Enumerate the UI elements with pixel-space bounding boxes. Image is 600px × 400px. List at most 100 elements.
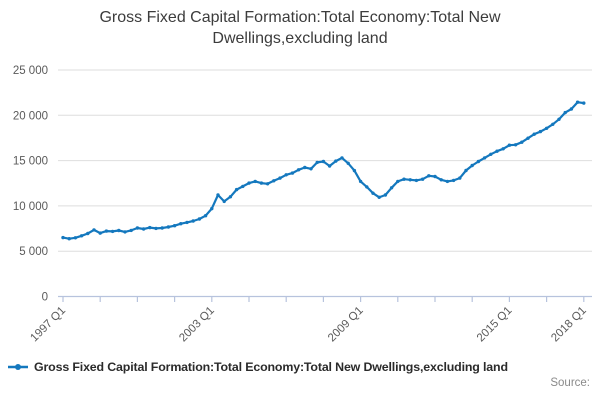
data-point [160, 226, 164, 230]
data-point [86, 231, 90, 236]
data-point [433, 174, 437, 179]
data-point [526, 136, 530, 140]
data-point [79, 234, 84, 238]
data-point [451, 178, 456, 183]
data-point [501, 147, 505, 151]
data-point [358, 179, 363, 184]
data-point [327, 164, 332, 168]
data-point [482, 156, 487, 160]
data-point [389, 186, 394, 190]
data-point [563, 110, 567, 115]
y-axis-tick-label: 5 000 [19, 246, 48, 258]
data-point [234, 187, 239, 192]
data-point [551, 122, 555, 127]
legend-line-marker-icon [8, 364, 28, 370]
data-point [569, 107, 574, 111]
data-point [197, 217, 202, 221]
data-point [253, 179, 257, 184]
data-point [445, 179, 450, 184]
data-point [210, 206, 214, 211]
data-point [228, 195, 233, 199]
data-point [61, 235, 65, 240]
data-point [110, 229, 115, 234]
data-point [265, 182, 270, 186]
data-point [538, 129, 543, 134]
y-axis-tick-label: 20 000 [13, 110, 48, 122]
data-point [396, 179, 400, 184]
data-point [532, 132, 536, 136]
data-point [216, 193, 220, 197]
data-point [241, 184, 245, 189]
data-point [464, 168, 468, 173]
data-point [92, 228, 96, 232]
data-point [507, 143, 512, 147]
data-point [296, 168, 301, 172]
data-point [495, 149, 499, 153]
data-point [340, 156, 344, 160]
x-axis-tick-label: 2015 Q1 [475, 305, 515, 345]
data-point [123, 230, 127, 234]
data-point [520, 140, 524, 144]
chart-title: Gross Fixed Capital Formation:Total Econ… [0, 7, 600, 49]
data-point [203, 214, 208, 218]
data-point [73, 236, 78, 240]
data-point [272, 179, 276, 183]
data-point [427, 174, 431, 178]
y-axis-tick-label: 15 000 [13, 156, 48, 168]
data-point [117, 228, 121, 233]
x-axis-tick-label: 2018 Q1 [549, 305, 589, 345]
data-point [222, 199, 226, 204]
legend-label: Gross Fixed Capital Formation:Total Econ… [34, 360, 508, 374]
data-point [575, 100, 580, 104]
data-point [408, 178, 412, 182]
data-point [67, 237, 71, 241]
y-axis-tick-label: 0 [42, 292, 48, 304]
data-point [98, 231, 102, 235]
data-point [129, 228, 133, 233]
data-point [104, 229, 109, 233]
y-axis-tick-label: 10 000 [13, 201, 48, 213]
y-axis-tick-label: 25 000 [13, 65, 48, 77]
data-point [346, 161, 350, 165]
data-point [247, 181, 251, 185]
data-point [414, 178, 419, 183]
data-point [315, 160, 319, 165]
legend-dot [15, 364, 21, 370]
data-point [470, 163, 474, 168]
data-point [259, 181, 264, 185]
data-point [383, 193, 388, 197]
data-point [439, 178, 443, 182]
data-point [476, 159, 481, 164]
source-label: Source: [550, 377, 590, 389]
data-point [172, 224, 177, 228]
data-point [148, 225, 152, 230]
data-point [179, 222, 183, 226]
x-axis-tick-label: 1997 Q1 [28, 305, 68, 345]
data-point [377, 195, 381, 199]
data-point [420, 177, 425, 181]
data-point [290, 171, 295, 175]
data-point [402, 177, 406, 181]
data-point [278, 176, 282, 180]
data-point [458, 176, 462, 180]
data-point [191, 219, 195, 223]
data-point [321, 159, 326, 164]
data-point [352, 168, 357, 173]
data-point [284, 173, 288, 177]
data-point [371, 191, 375, 195]
data-point [513, 143, 518, 147]
series-line [61, 101, 585, 240]
legend: Gross Fixed Capital Formation:Total Econ… [8, 360, 594, 374]
data-point [334, 159, 338, 163]
data-point [309, 167, 313, 171]
data-point [582, 101, 586, 105]
data-point [544, 126, 549, 130]
x-axis-tick-label: 2009 Q1 [326, 305, 366, 345]
data-point [557, 117, 561, 122]
data-point [141, 227, 146, 231]
data-point [489, 152, 493, 156]
data-point [154, 226, 158, 231]
x-axis-tick-label: 2003 Q1 [177, 305, 217, 345]
chart-title-text: Gross Fixed Capital Formation:Total Econ… [99, 9, 501, 48]
